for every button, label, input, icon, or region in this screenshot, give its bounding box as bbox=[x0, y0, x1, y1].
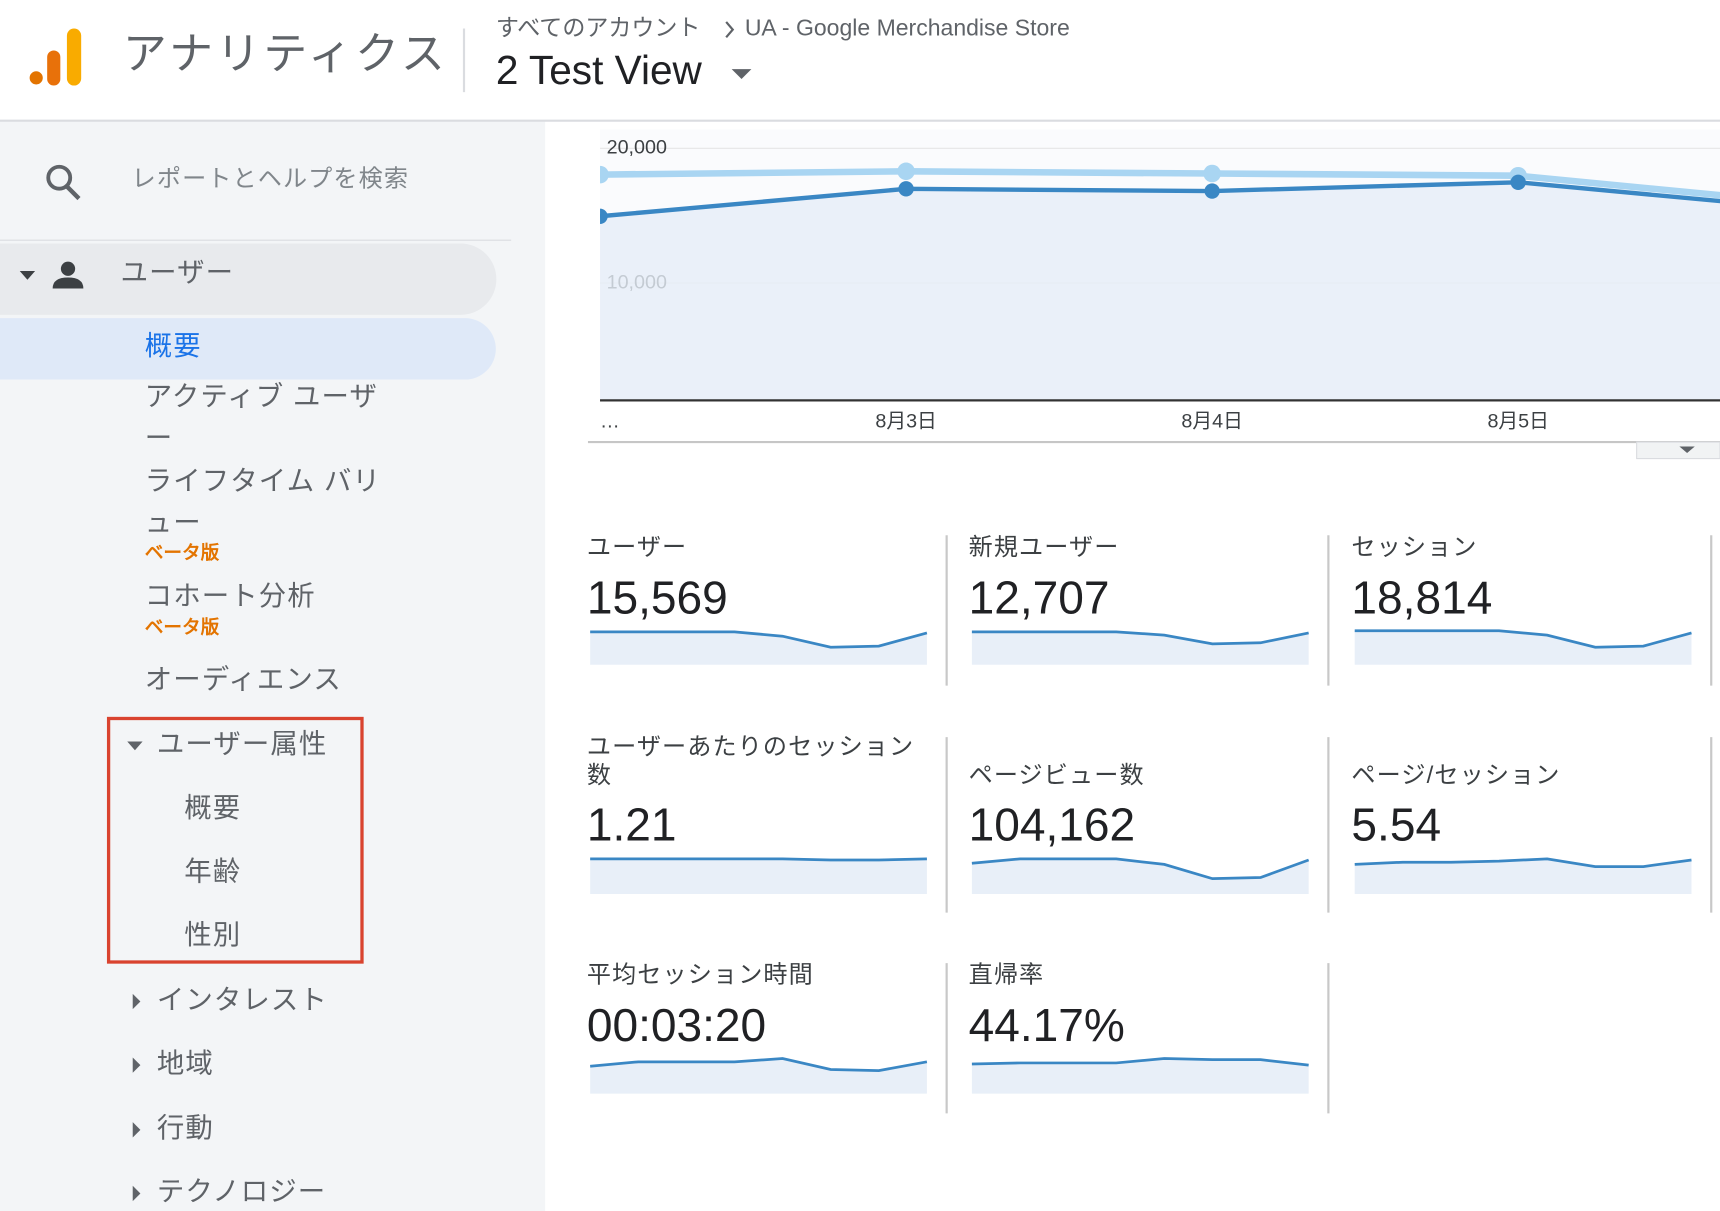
metric-label: ユーザーあたりのセッション bbox=[587, 733, 914, 760]
nav-item[interactable]: ユーザー属性 bbox=[157, 728, 327, 759]
sparkline bbox=[1354, 857, 1692, 868]
nav-item[interactable]: ュー bbox=[145, 507, 202, 538]
area bbox=[600, 182, 1720, 401]
data-point bbox=[600, 208, 608, 224]
beta-badge: ベータ版 bbox=[145, 542, 220, 563]
plot bbox=[600, 162, 1720, 401]
metric-value: 18,814 bbox=[1351, 571, 1492, 623]
collapse-arrow bbox=[132, 993, 141, 1010]
collapse-arrow bbox=[132, 1185, 141, 1202]
sparkline-area bbox=[971, 631, 1309, 665]
sparkline bbox=[590, 1057, 928, 1072]
collapse-arrow bbox=[132, 1057, 141, 1073]
metric-label: 数 bbox=[587, 762, 612, 789]
sparkline bbox=[590, 630, 928, 649]
breadcrumb[interactable]: すべてのアカウント bbox=[496, 15, 701, 41]
data-point bbox=[600, 165, 609, 184]
nav-item[interactable]: テクノロジー bbox=[157, 1176, 326, 1207]
sparkline-area bbox=[590, 858, 927, 895]
expand-arrow bbox=[127, 741, 143, 751]
data-point bbox=[1204, 183, 1220, 199]
data-point bbox=[1510, 174, 1526, 190]
section-title[interactable]: ユーザー bbox=[121, 256, 234, 287]
metric-value: 1.21 bbox=[587, 798, 677, 850]
x-tick-label: … bbox=[600, 411, 620, 433]
nav-item[interactable]: アクティブ ユーザ bbox=[145, 380, 378, 411]
sparkline bbox=[590, 857, 927, 862]
dropdown-arrow[interactable] bbox=[731, 69, 752, 79]
sparkline bbox=[971, 630, 1309, 646]
view-name[interactable]: 2 Test View bbox=[496, 47, 703, 93]
nav-item[interactable]: ライフタイム バリ bbox=[145, 465, 381, 496]
metric-label: ページビュー数 bbox=[969, 762, 1145, 789]
nav-item[interactable]: 地域 bbox=[157, 1047, 214, 1078]
nav-item[interactable]: 概要 bbox=[184, 792, 241, 823]
metric-label: セッション bbox=[1351, 534, 1477, 561]
metric-label: ユーザー bbox=[587, 534, 687, 561]
metric-label: 直帰率 bbox=[969, 962, 1045, 989]
sparkline bbox=[971, 857, 1310, 881]
sparkline-area bbox=[590, 631, 927, 665]
sparkline-area bbox=[1354, 630, 1692, 665]
logo bbox=[29, 28, 82, 86]
sparkline-area bbox=[971, 858, 1309, 895]
nav-item[interactable]: コホート分析 bbox=[145, 580, 316, 611]
app-title: アナリティクス bbox=[123, 30, 448, 79]
metric-label: 新規ユーザー bbox=[969, 534, 1120, 561]
chevron bbox=[725, 21, 735, 39]
metric-value: 5.54 bbox=[1351, 798, 1441, 850]
search-box[interactable]: レポートとヘルプを検索 bbox=[132, 165, 409, 192]
beta-badge: ベータ版 bbox=[145, 616, 220, 637]
nav-item[interactable]: 行動 bbox=[157, 1112, 214, 1143]
nav-item[interactable]: 概要 bbox=[145, 330, 202, 361]
chart-toggle-arrow bbox=[1679, 446, 1695, 454]
x-tick-label: 8月5日 bbox=[1487, 411, 1548, 433]
expand-arrow bbox=[19, 270, 36, 280]
data-point bbox=[897, 162, 915, 181]
nav-item[interactable]: オーディエンス bbox=[145, 663, 342, 694]
sparkline bbox=[1354, 629, 1692, 649]
metric-label: ページ/セッション bbox=[1351, 762, 1560, 789]
sparkline-area bbox=[590, 1058, 927, 1094]
x-tick-label: 8月4日 bbox=[1181, 411, 1242, 433]
collapse-arrow bbox=[132, 1122, 141, 1138]
data-point bbox=[898, 181, 914, 197]
x-tick-label: 8月3日 bbox=[875, 411, 936, 433]
section-bg bbox=[0, 243, 497, 315]
highlight-box bbox=[106, 716, 364, 964]
nav-item[interactable]: 性別 bbox=[184, 919, 241, 950]
metric-value: 15,569 bbox=[587, 571, 728, 623]
metric-value: 00:03:20 bbox=[587, 999, 766, 1051]
breadcrumb[interactable]: UA - Google Merchandise Store bbox=[745, 15, 1070, 41]
metric-value: 44.17% bbox=[969, 999, 1125, 1051]
y-tick-label: 20,000 bbox=[607, 137, 667, 159]
nav-item[interactable]: インタレスト bbox=[157, 984, 328, 1015]
selected-bg bbox=[0, 318, 496, 380]
nav-item[interactable]: 年齢 bbox=[184, 855, 241, 886]
chart-toggle[interactable] bbox=[1636, 441, 1720, 460]
user-icon bbox=[52, 261, 84, 289]
sparkline-area bbox=[971, 1058, 1309, 1094]
data-point bbox=[1203, 164, 1221, 183]
metric-value: 104,162 bbox=[969, 798, 1136, 850]
metric-value: 12,707 bbox=[969, 571, 1110, 623]
sparkline bbox=[971, 1057, 1309, 1067]
nav-item[interactable]: ー bbox=[145, 422, 174, 453]
sparkline-area bbox=[1354, 858, 1692, 895]
metric-label: 平均セッション時間 bbox=[587, 962, 814, 989]
search-icon bbox=[46, 164, 81, 201]
